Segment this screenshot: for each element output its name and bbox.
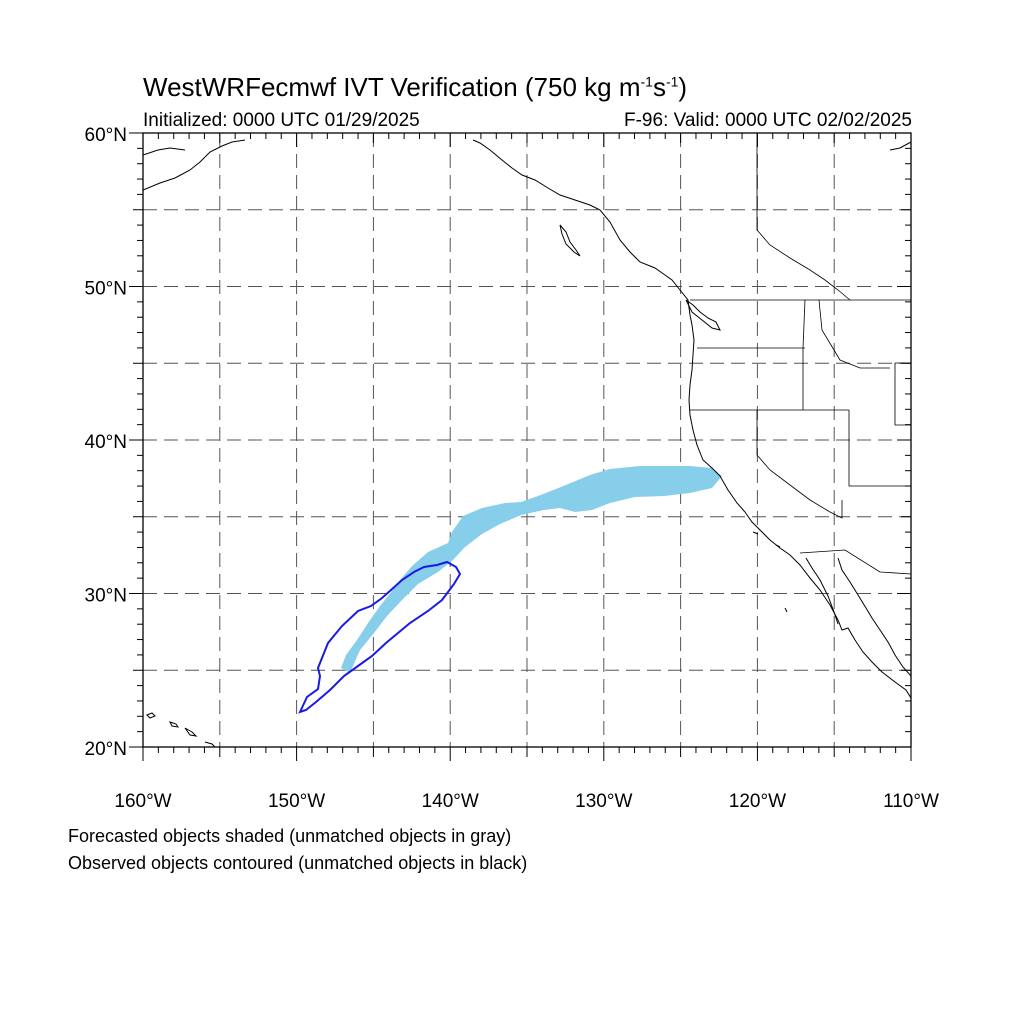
footnote-forecast: Forecasted objects shaded (unmatched obj… — [68, 826, 512, 846]
coastlines — [143, 139, 911, 747]
lat-label: 20°N — [85, 739, 127, 760]
initialized-time: Initialized: 0000 UTC 01/29/2025 — [143, 110, 420, 131]
lat-label: 50°N — [85, 279, 127, 300]
lat-lon-grid — [143, 133, 911, 747]
forecast-ivt-object — [341, 466, 722, 673]
lon-label: 130°W — [575, 791, 632, 812]
lat-label: 40°N — [85, 432, 127, 453]
chart-title: WestWRFecmwf IVT Verification (750 kg m-… — [143, 72, 688, 102]
lon-label: 140°W — [422, 791, 479, 812]
lat-label: 30°N — [85, 586, 127, 607]
observed-ivt-object — [298, 560, 462, 714]
axis-ticks — [129, 132, 912, 761]
lon-label: 160°W — [114, 791, 171, 812]
latitude-labels: 20°N 30°N 40°N 50°N 60°N — [85, 125, 127, 760]
lon-label: 150°W — [268, 791, 325, 812]
lon-label: 120°W — [729, 791, 786, 812]
valid-time: F-96: Valid: 0000 UTC 02/02/2025 — [624, 110, 912, 131]
political-boundaries — [690, 133, 911, 575]
lat-label: 60°N — [85, 125, 127, 146]
longitude-labels: 160°W 150°W 140°W 130°W 120°W 110°W — [114, 791, 939, 812]
lon-label: 110°W — [883, 791, 939, 812]
footnote-observed: Observed objects contoured (unmatched ob… — [68, 853, 528, 873]
